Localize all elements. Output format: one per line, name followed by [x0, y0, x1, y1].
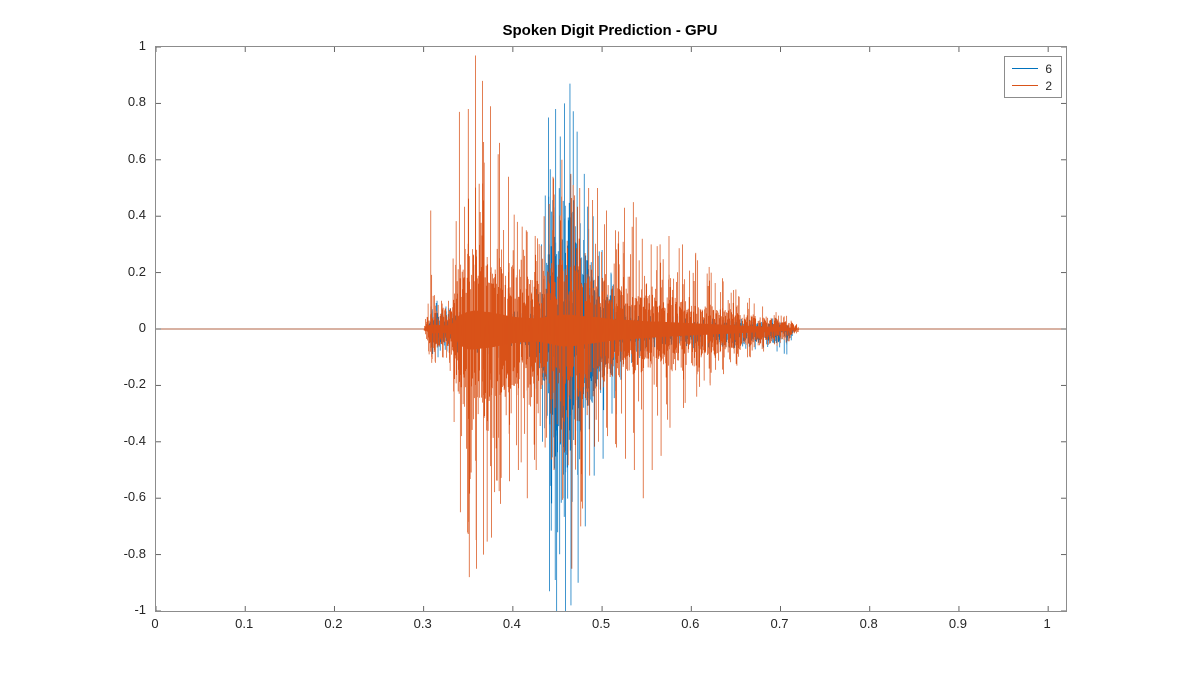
y-tick-label: 0 — [138, 320, 146, 335]
legend-label-2: 2 — [1045, 78, 1052, 93]
x-tick-label: 1 — [1043, 616, 1051, 631]
legend: 6 2 — [1004, 56, 1062, 98]
x-tick-label: 0.1 — [235, 616, 254, 631]
x-tick-label: 0.6 — [681, 616, 700, 631]
x-tick-label: 0.4 — [502, 616, 521, 631]
x-tick-label: 0.9 — [948, 616, 967, 631]
x-tick-label: 0.7 — [770, 616, 789, 631]
legend-label-6: 6 — [1045, 61, 1052, 76]
y-tick-label: -0.6 — [123, 489, 146, 505]
x-tick-label: 0.5 — [592, 616, 611, 631]
y-tick-label: 0.4 — [127, 207, 146, 223]
x-tick-label: 0.3 — [413, 616, 432, 631]
y-tick-label: -0.2 — [123, 376, 146, 392]
chart-title: Spoken Digit Prediction - GPU — [502, 22, 718, 39]
y-tick-label: -1 — [134, 602, 146, 617]
legend-line-sample-2 — [1012, 85, 1039, 86]
legend-entry: 2 — [1012, 77, 1052, 94]
y-tick-label: 1 — [138, 38, 146, 53]
y-tick-label: -0.4 — [123, 432, 146, 448]
y-tick-label: 0.8 — [127, 94, 146, 110]
plot-area — [155, 46, 1067, 612]
y-tick-label: 0.2 — [127, 263, 146, 279]
x-tick-label: 0 — [151, 616, 159, 631]
x-tick-label: 0.2 — [324, 616, 343, 631]
y-tick-label: -0.8 — [123, 545, 146, 561]
waveform-canvas — [156, 47, 1066, 611]
x-tick-label: 0.8 — [859, 616, 878, 631]
legend-entry: 6 — [1012, 60, 1052, 77]
legend-line-sample-6 — [1012, 68, 1039, 69]
y-tick-label: 0.6 — [127, 150, 146, 166]
